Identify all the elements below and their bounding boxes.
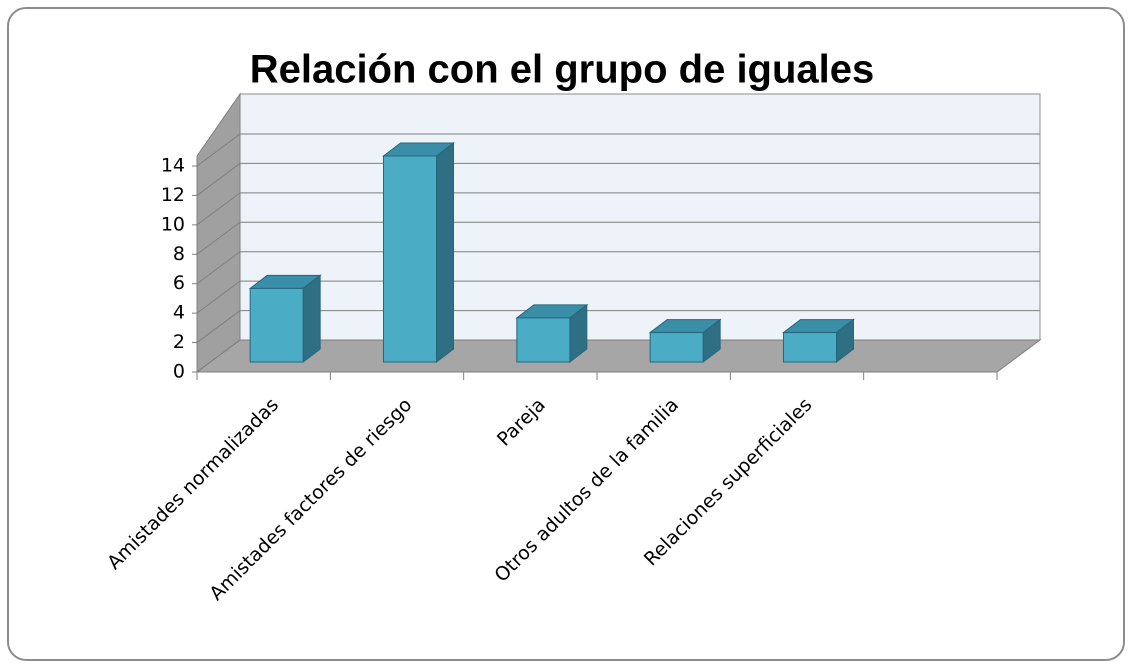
side-grid-line	[196, 163, 241, 196]
side-grid-line	[196, 251, 241, 285]
bar	[516, 317, 571, 363]
y-tick-label: 12	[161, 184, 185, 206]
side-grid-line	[196, 339, 241, 373]
y-tick-label: 14	[161, 155, 185, 177]
y-tick-label: 8	[173, 243, 185, 265]
side-grid-line	[196, 310, 241, 343]
y-tick-label: 0	[173, 361, 185, 383]
bar-side	[302, 274, 321, 364]
side-grid-line	[196, 280, 241, 314]
back-wall	[239, 93, 1041, 341]
bar-side	[436, 141, 454, 364]
bar	[783, 332, 837, 363]
bar	[249, 287, 304, 363]
y-tick-label: 4	[173, 302, 185, 324]
side-grid-line	[196, 133, 241, 167]
side-grid-line	[196, 192, 241, 226]
bar	[649, 332, 704, 363]
bar	[383, 155, 437, 363]
y-tick-label: 6	[173, 272, 185, 294]
y-tick-label: 2	[173, 331, 185, 353]
y-tick-label: 10	[161, 213, 185, 235]
floor	[195, 339, 1042, 373]
side-grid-line	[196, 221, 241, 255]
chart-title: Relación con el grupo de iguales	[250, 48, 875, 92]
